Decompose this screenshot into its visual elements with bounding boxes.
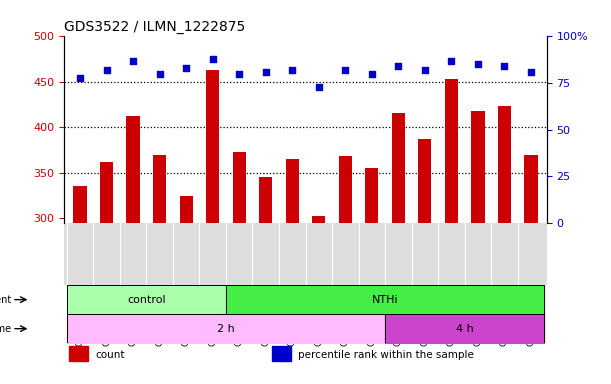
Point	[447, 58, 456, 64]
Text: 4 h: 4 h	[456, 324, 474, 334]
Bar	[272, 346, 291, 361]
Bar	[126, 116, 140, 384]
Bar	[471, 111, 485, 384]
Point	[101, 67, 111, 73]
Bar	[259, 177, 273, 384]
Bar	[418, 139, 431, 384]
Text: GDS3522 / ILMN_1222875: GDS3522 / ILMN_1222875	[64, 20, 246, 34]
Bar	[206, 70, 219, 384]
Bar	[365, 169, 378, 384]
Point	[287, 67, 297, 73]
Text: time: time	[0, 324, 12, 334]
Bar	[445, 79, 458, 384]
Point	[526, 69, 536, 75]
Text: count: count	[95, 350, 125, 360]
Point	[473, 61, 483, 68]
Point	[128, 58, 138, 64]
Bar	[100, 162, 113, 384]
Point	[234, 71, 244, 77]
Point	[340, 67, 350, 73]
Bar	[233, 152, 246, 384]
Bar	[338, 156, 352, 384]
Bar	[312, 216, 326, 384]
Point	[393, 63, 403, 70]
Bar	[73, 186, 87, 384]
Point	[181, 65, 191, 71]
Point	[367, 71, 377, 77]
Text: 2 h: 2 h	[217, 324, 235, 334]
Bar	[392, 113, 405, 384]
Point	[155, 71, 164, 77]
Bar	[69, 346, 89, 361]
Point	[75, 74, 85, 81]
Bar	[285, 159, 299, 384]
Text: control: control	[127, 295, 166, 305]
Bar	[524, 155, 538, 384]
Text: NTHi: NTHi	[371, 295, 398, 305]
Text: agent: agent	[0, 295, 12, 305]
Point	[208, 56, 218, 62]
Bar	[180, 196, 193, 384]
Point	[500, 63, 510, 70]
Text: percentile rank within the sample: percentile rank within the sample	[298, 350, 474, 360]
Point	[420, 67, 430, 73]
Point	[261, 69, 271, 75]
Bar	[153, 155, 166, 384]
Bar	[498, 106, 511, 384]
Point	[314, 84, 324, 90]
